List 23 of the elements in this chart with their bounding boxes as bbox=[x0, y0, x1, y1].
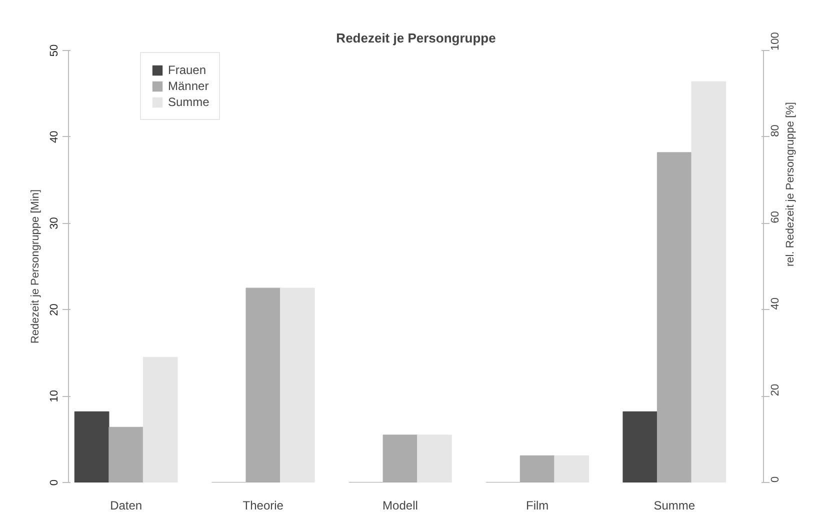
legend-label: Frauen bbox=[168, 63, 206, 77]
y2-tick-label: 40 bbox=[770, 297, 782, 310]
x-tick-label: Daten bbox=[110, 498, 142, 512]
y2-axis-title: rel. Redezeit je Persongruppe [%] bbox=[784, 102, 796, 266]
chart-title: Redezeit je Persongruppe bbox=[336, 30, 496, 46]
y-tick-label: 50 bbox=[48, 44, 60, 57]
y-axis-title: Redezeit je Persongruppe [Min] bbox=[30, 189, 42, 344]
x-tick-label: Summe bbox=[654, 498, 696, 512]
legend-label: Summe bbox=[168, 95, 210, 109]
x-tick-label: Theorie bbox=[242, 498, 284, 512]
y-tick-label: 10 bbox=[48, 390, 60, 402]
x-tick-label: Modell bbox=[382, 498, 418, 512]
y2-tick-label: 0 bbox=[770, 476, 782, 482]
y-tick-label: 30 bbox=[48, 217, 60, 230]
x-tick-label: Film bbox=[526, 498, 549, 512]
y2-tick-label: 80 bbox=[770, 124, 782, 137]
y-tick-label: 40 bbox=[48, 130, 60, 144]
y2-tick-label: 60 bbox=[770, 211, 782, 224]
y2-tick-label: 100 bbox=[770, 32, 782, 50]
legend-label: Männer bbox=[168, 79, 209, 93]
y2-tick-label: 20 bbox=[770, 384, 782, 396]
y-tick-label: 0 bbox=[48, 479, 60, 486]
y-tick-label: 20 bbox=[48, 304, 60, 316]
